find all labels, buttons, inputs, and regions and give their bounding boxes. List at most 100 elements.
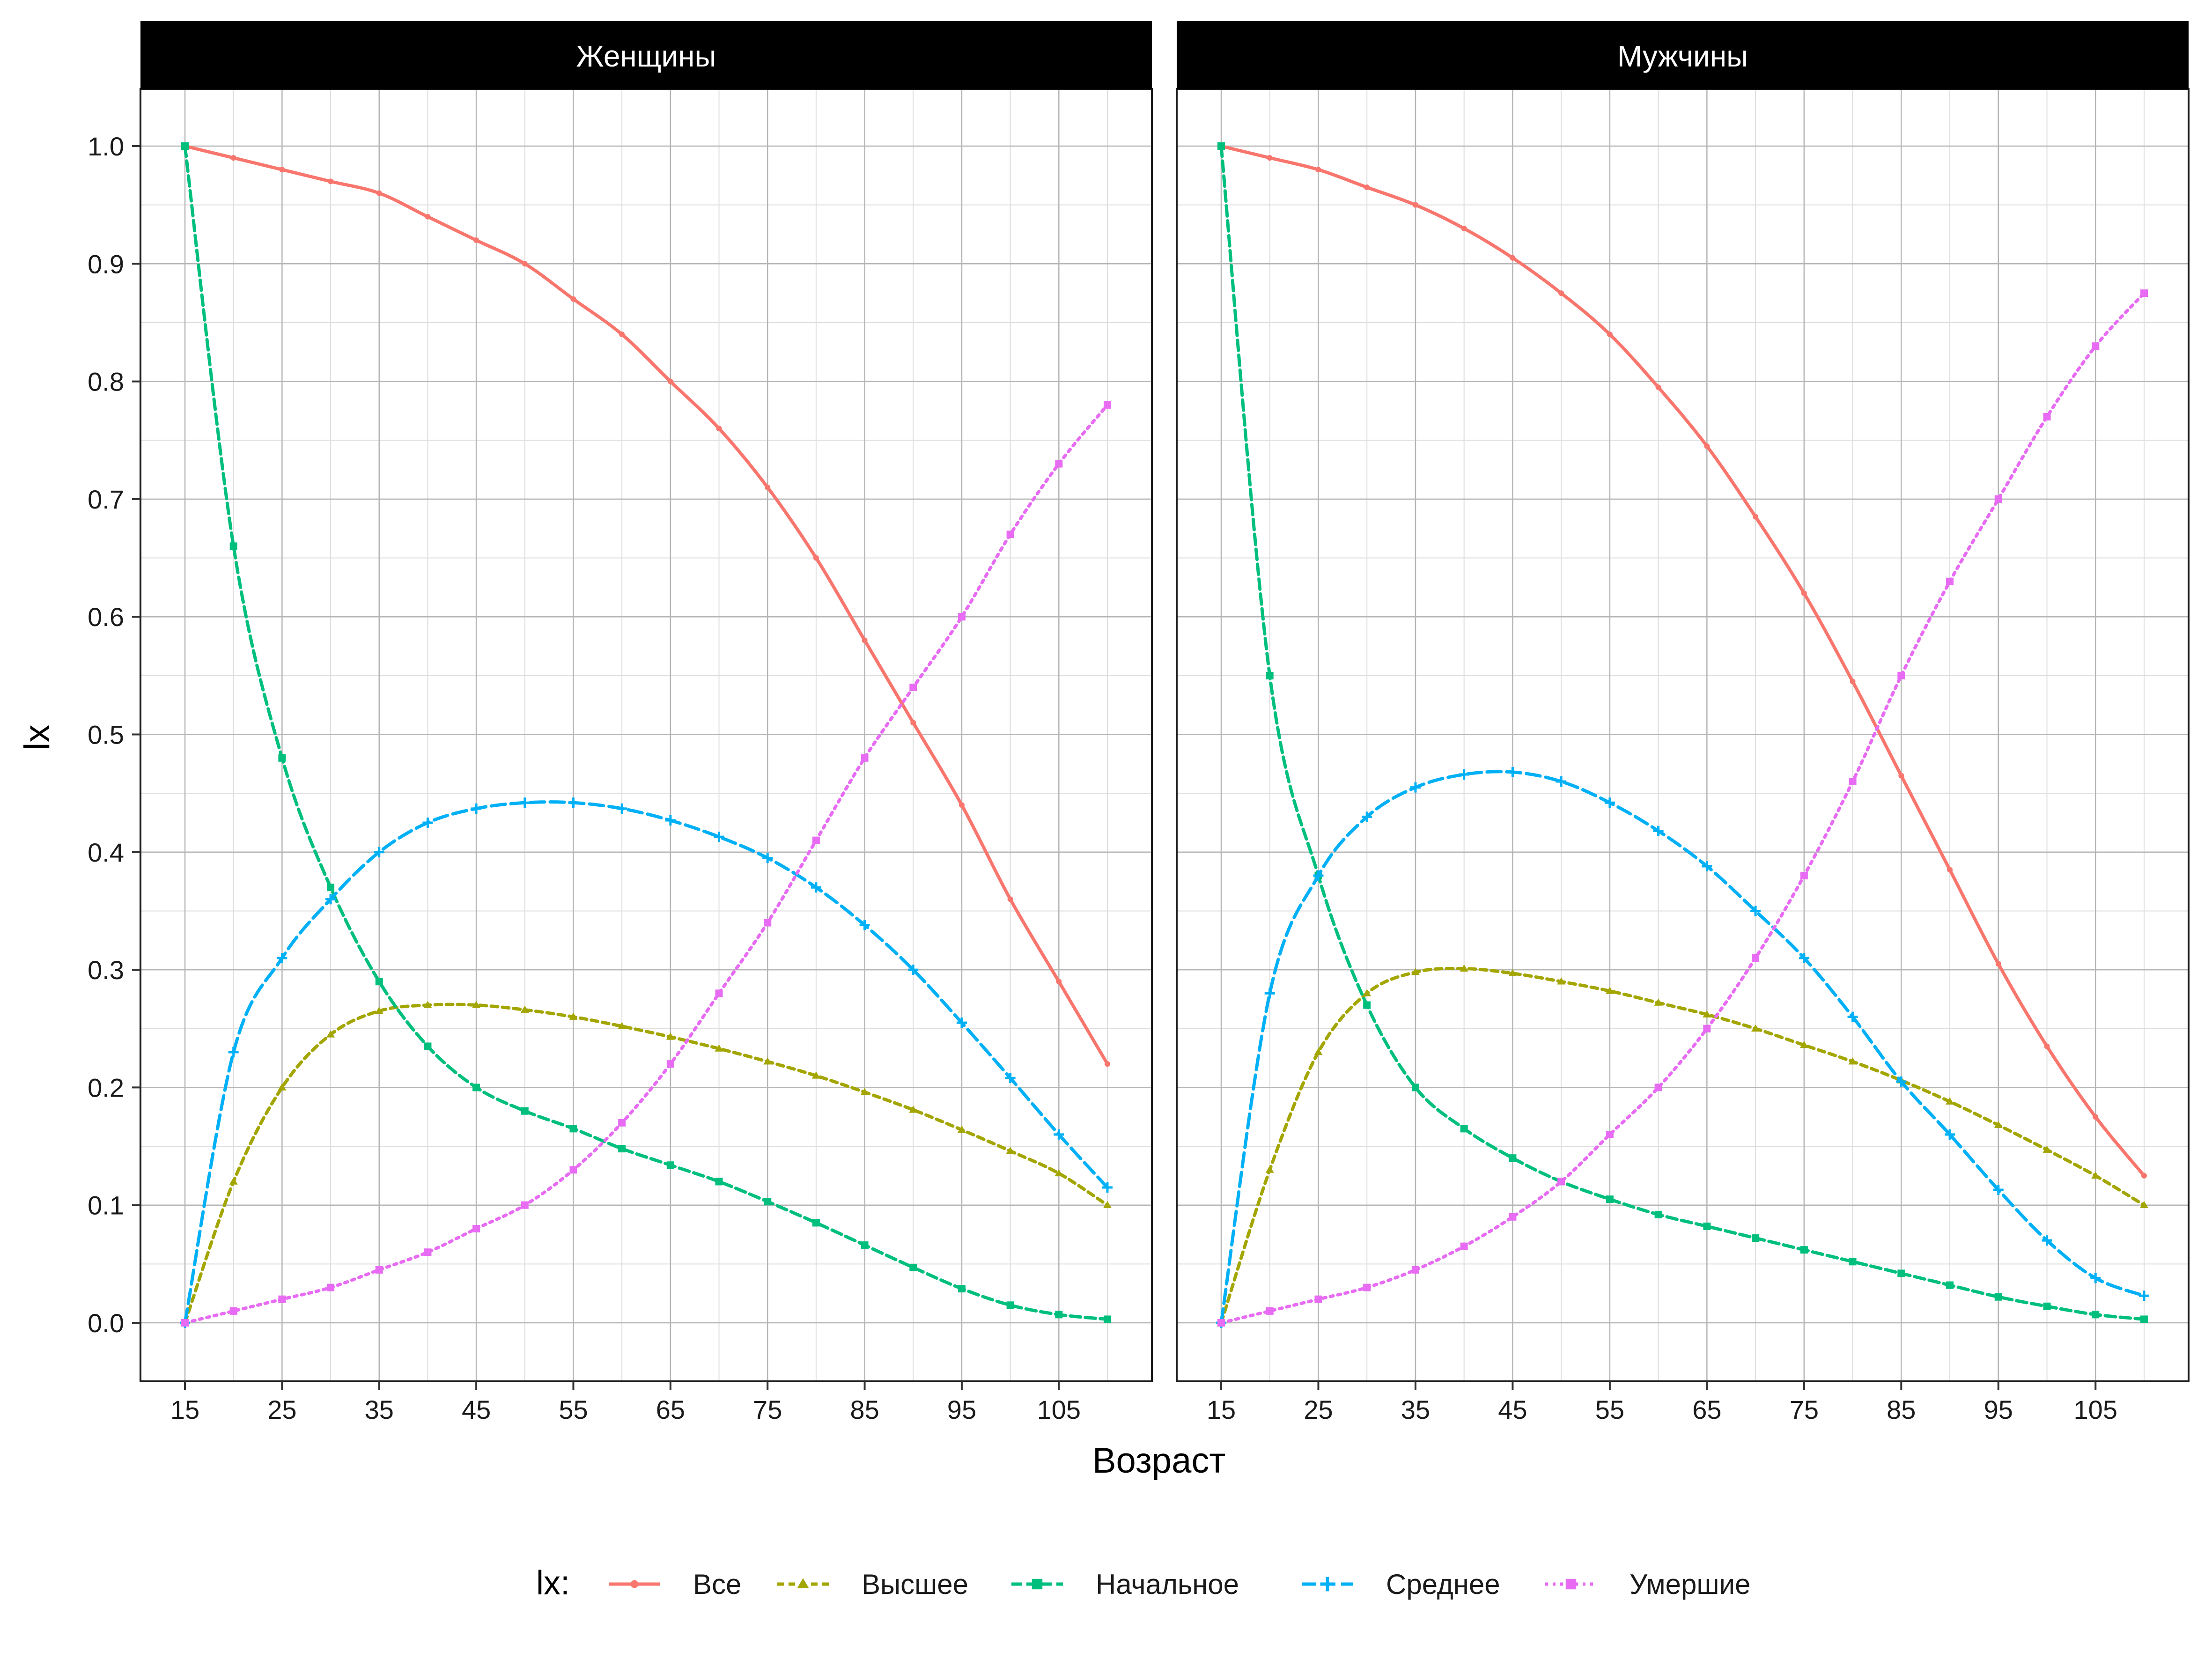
data-point	[617, 803, 627, 814]
legend-key-marker	[1032, 1578, 1043, 1590]
data-point	[1510, 255, 1516, 261]
data-point	[1104, 1315, 1111, 1323]
data-point	[2140, 289, 2148, 297]
data-point	[618, 1119, 626, 1127]
data-point	[765, 484, 771, 490]
data-point	[2092, 342, 2100, 350]
data-point	[666, 1060, 674, 1068]
data-point	[1849, 778, 1857, 786]
data-point	[811, 882, 821, 893]
data-point	[1653, 826, 1664, 836]
data-point	[1703, 1222, 1711, 1230]
data-point	[1314, 1048, 1323, 1055]
data-point	[1994, 495, 2002, 503]
legend-entry-среднее: Среднее	[1302, 1569, 1500, 1600]
data-point	[812, 836, 820, 844]
data-point	[1102, 1182, 1113, 1193]
x-tick-label: 25	[267, 1395, 296, 1424]
data-point	[521, 1107, 529, 1115]
data-point	[956, 1018, 967, 1028]
series-все	[1218, 143, 2147, 1179]
legend-label: Умершие	[1630, 1569, 1750, 1600]
data-point	[1896, 1076, 1907, 1087]
data-point	[862, 637, 868, 643]
data-point	[667, 378, 673, 384]
data-point	[909, 1263, 917, 1271]
data-point	[666, 1161, 674, 1169]
x-tick-label: 95	[947, 1395, 976, 1424]
data-point	[959, 802, 965, 808]
data-point	[1509, 1213, 1517, 1221]
data-point	[472, 1224, 480, 1232]
y-tick-label: 0.9	[88, 249, 124, 279]
legend-key-marker	[1320, 1577, 1335, 1592]
data-point	[2042, 1145, 2051, 1153]
data-point	[1363, 1283, 1371, 1291]
x-tick-label: 55	[559, 1395, 588, 1424]
data-point	[374, 847, 384, 857]
data-point	[1460, 1125, 1468, 1133]
data-point	[1103, 1201, 1112, 1208]
data-point	[1556, 776, 1567, 787]
legend-entry-высшее: Высшее	[777, 1569, 968, 1600]
y-tick-label: 0.8	[88, 367, 124, 397]
data-point	[327, 1283, 335, 1291]
x-tick-label: 85	[850, 1395, 879, 1424]
data-point	[472, 1084, 480, 1091]
data-point	[1557, 977, 1566, 985]
data-point	[909, 1106, 918, 1113]
panel-strip	[140, 21, 1152, 89]
data-point	[1314, 1295, 1322, 1303]
data-point	[522, 261, 528, 267]
data-point	[1995, 961, 2001, 967]
data-point	[1104, 401, 1111, 409]
data-point	[229, 1307, 237, 1315]
data-point	[375, 978, 383, 986]
data-point	[1217, 1319, 1225, 1327]
data-point	[569, 1166, 577, 1174]
panel-strip-label: Женщины	[576, 39, 716, 73]
series-line	[183, 1003, 1109, 1325]
data-point	[325, 894, 336, 905]
data-point	[473, 237, 479, 243]
x-tick-label: 75	[753, 1395, 782, 1424]
data-point	[1411, 1084, 1419, 1091]
data-point	[763, 1057, 772, 1065]
data-point	[1315, 167, 1321, 173]
data-point	[1799, 1040, 1808, 1048]
data-point	[181, 1319, 189, 1327]
data-point	[424, 1042, 432, 1050]
data-point	[1703, 1025, 1711, 1032]
data-point	[279, 167, 285, 173]
series-умершие	[181, 401, 1111, 1327]
x-tick-label: 75	[1790, 1395, 1819, 1424]
data-point	[278, 1083, 287, 1091]
x-tick-label: 105	[1037, 1395, 1081, 1424]
data-point	[1509, 1154, 1517, 1162]
data-point	[2091, 1171, 2100, 1179]
series-среднее	[180, 797, 1113, 1328]
data-point	[1801, 590, 1807, 596]
data-point	[1799, 952, 1809, 963]
data-point	[2093, 1114, 2099, 1120]
data-point	[1607, 332, 1613, 338]
data-point	[618, 1145, 626, 1153]
data-point	[861, 754, 869, 762]
data-point	[811, 1071, 820, 1079]
data-point	[1946, 577, 1954, 585]
y-tick-label: 0.4	[88, 838, 124, 867]
x-tick-label: 45	[462, 1395, 491, 1424]
data-point	[910, 720, 916, 726]
data-point	[1267, 155, 1273, 161]
legend-key-marker	[630, 1580, 639, 1588]
y-tick-label: 0.3	[88, 955, 124, 985]
y-axis: 0.0 0.1 0.2 0.3 0.4 0.5 0.6 0.7 0.8 0.9 1.0	[88, 132, 140, 1338]
y-tick-label: 0.7	[88, 485, 124, 514]
data-point	[1847, 1011, 1858, 1022]
data-point	[1604, 797, 1615, 808]
data-point	[1055, 1311, 1063, 1319]
y-tick-label: 0.0	[88, 1308, 124, 1338]
data-point	[618, 1022, 627, 1030]
data-point	[1898, 773, 1904, 779]
data-point	[1751, 1024, 1760, 1032]
